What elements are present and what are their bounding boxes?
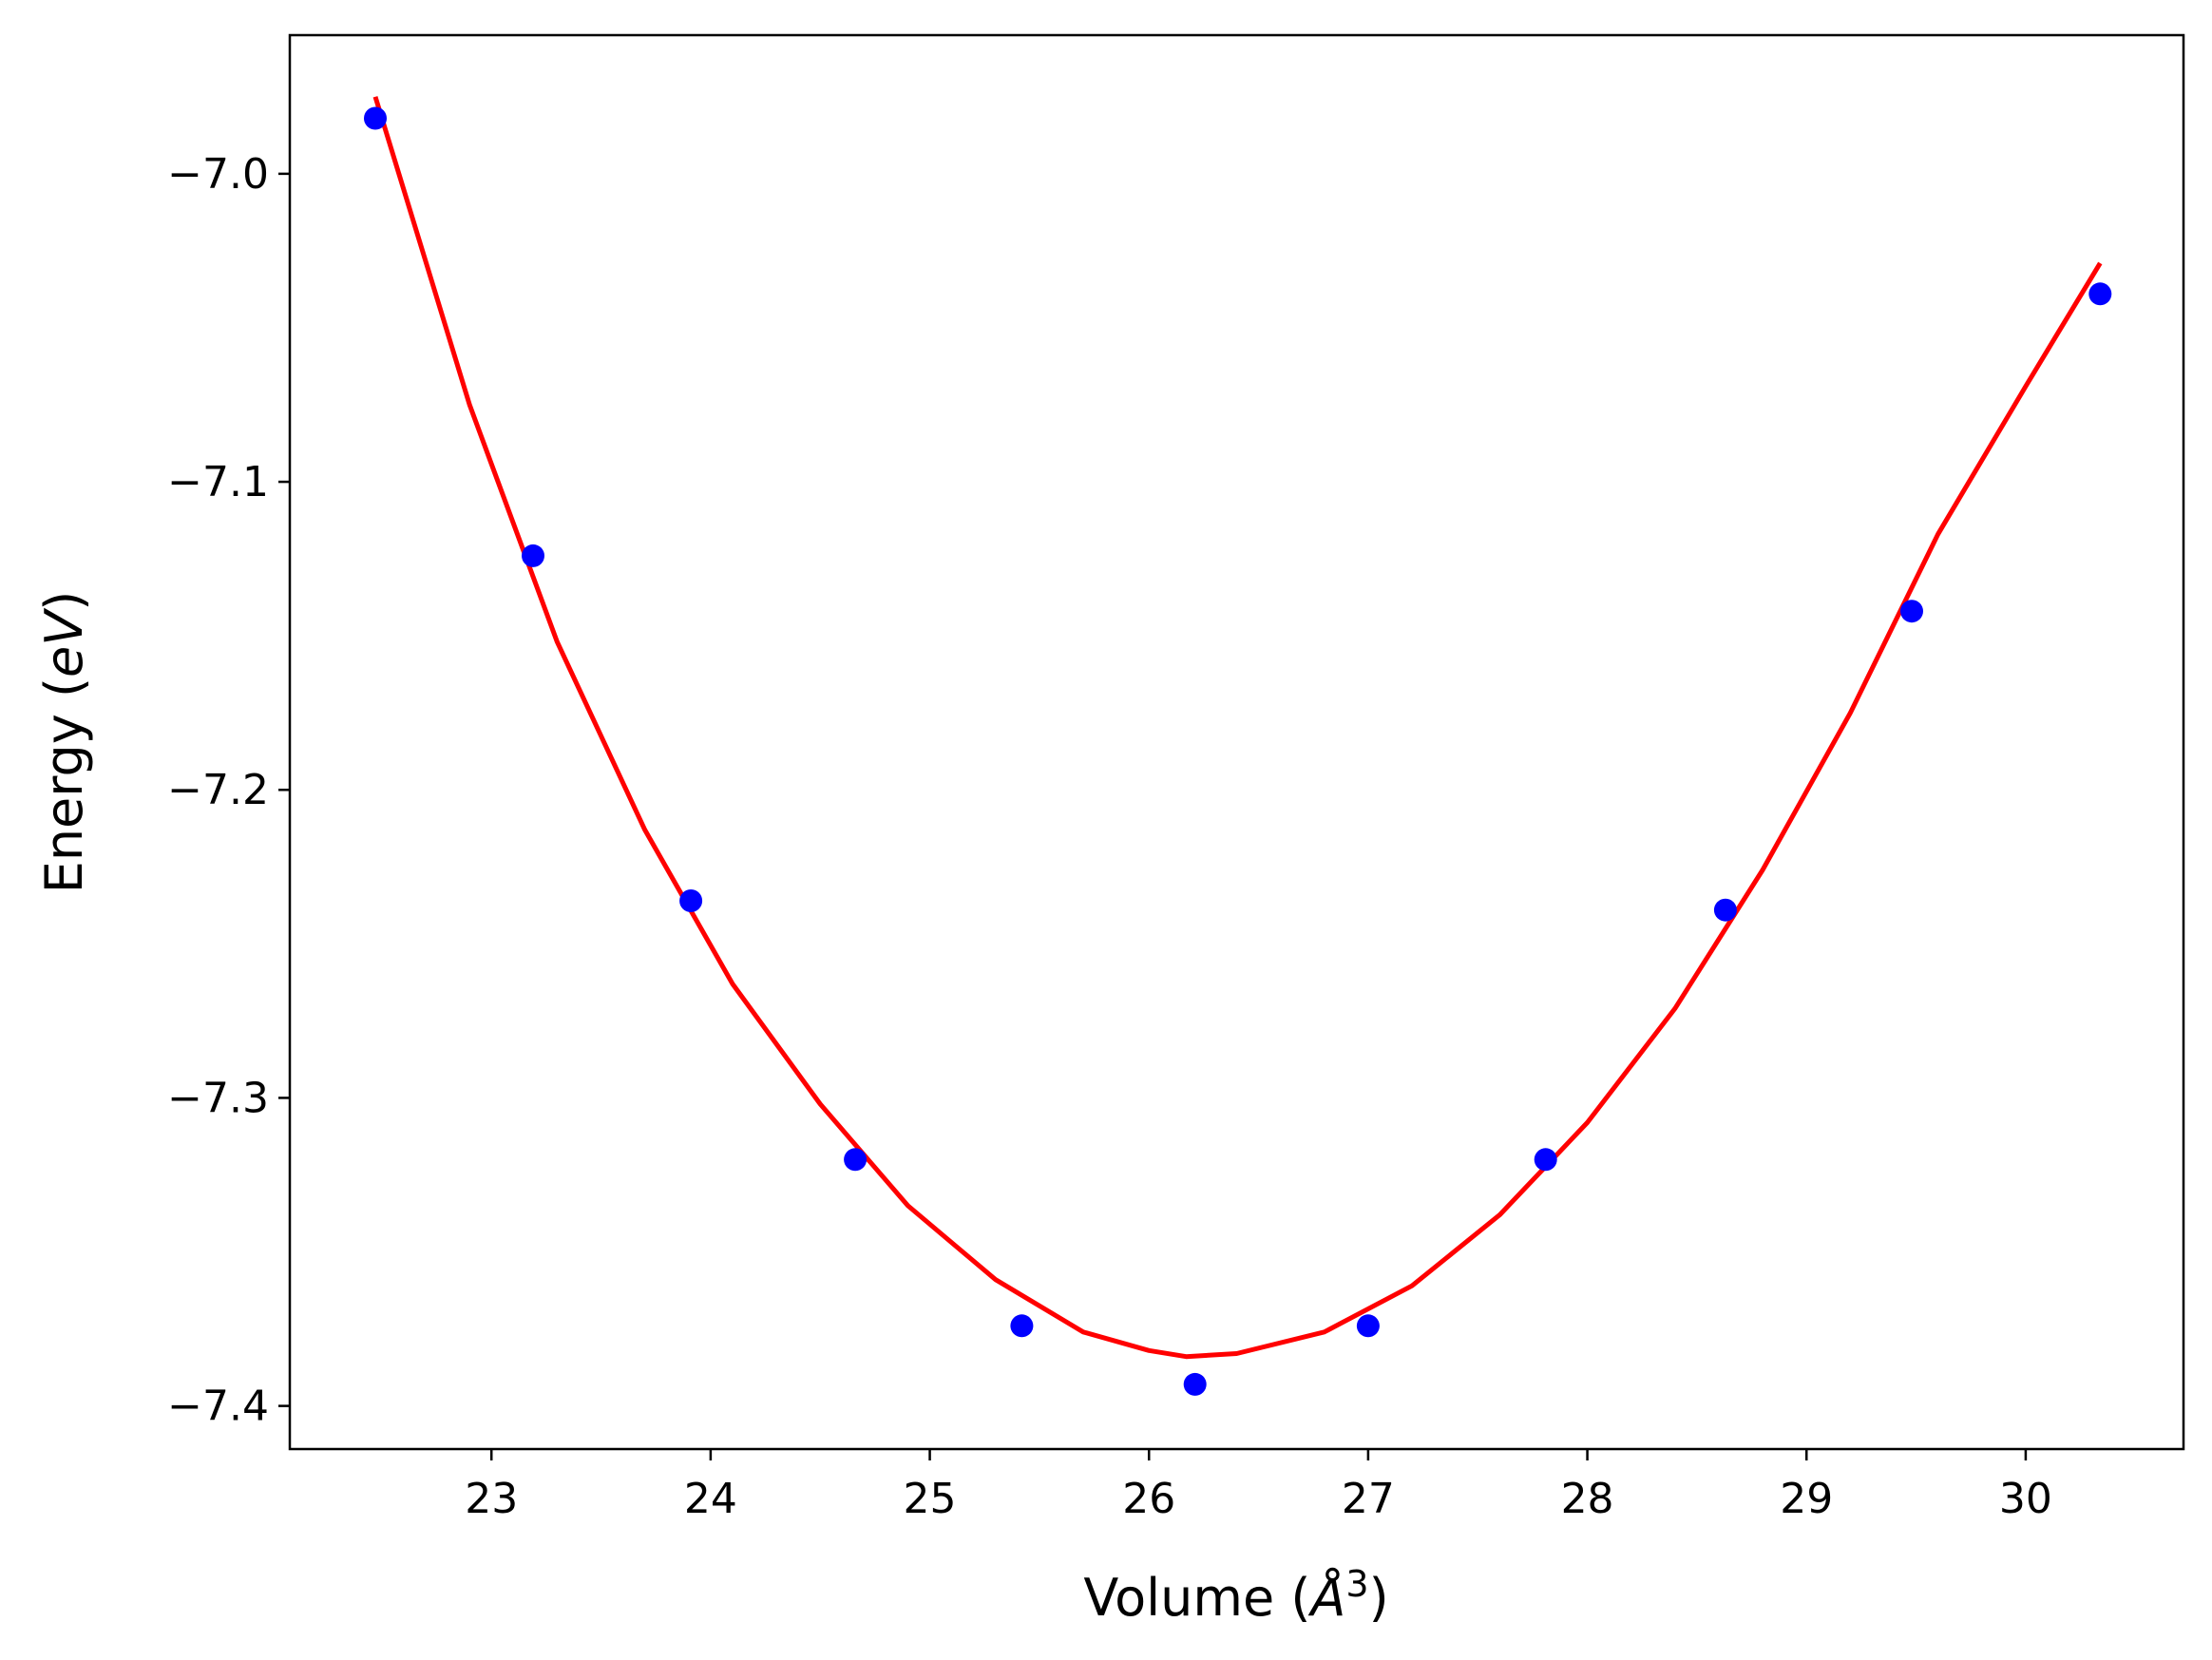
y-tick-label: −7.2	[167, 766, 269, 814]
data-point	[1900, 600, 1923, 623]
x-tick-label: 29	[1780, 1475, 1833, 1523]
y-tick-label: −7.1	[167, 458, 269, 506]
x-axis-title-exponent: 3	[1345, 1563, 1368, 1605]
data-point	[2088, 282, 2112, 306]
data-point	[1356, 1314, 1380, 1338]
x-tick-label: 30	[1999, 1475, 2052, 1523]
data-point	[844, 1148, 868, 1172]
x-axis-title-text: Volume	[1083, 1568, 1274, 1628]
x-axis-title: Volume (Å3)	[1083, 1563, 1388, 1628]
x-tick-label: 26	[1122, 1475, 1175, 1523]
y-axis-ticks: −7.0 −7.1 −7.2 −7.3 −7.4	[167, 150, 290, 1431]
data-point	[679, 889, 703, 912]
data-point	[1713, 898, 1737, 922]
y-axis-title-paren-close: )	[34, 591, 94, 611]
fit-curve-line	[372, 96, 2103, 1360]
x-tick-label: 27	[1342, 1475, 1395, 1523]
data-point	[522, 544, 544, 567]
y-axis-title-unit: eV	[34, 607, 94, 677]
x-tick-label: 25	[904, 1475, 957, 1523]
y-axis-title-text: Energy	[34, 714, 94, 893]
x-tick-label: 28	[1561, 1475, 1614, 1523]
x-axis-title-paren-open: (	[1290, 1568, 1310, 1628]
x-axis-title-paren-close: )	[1369, 1568, 1389, 1628]
y-tick-label: −7.3	[167, 1074, 269, 1122]
x-tick-label: 23	[465, 1475, 518, 1523]
data-points-layer	[364, 106, 2112, 1396]
y-tick-label: −7.0	[167, 150, 269, 199]
y-axis-title: Energy (eV)	[34, 591, 94, 894]
y-axis-title-paren-open: (	[34, 677, 94, 697]
data-point	[1010, 1314, 1034, 1338]
y-tick-label: −7.4	[167, 1383, 269, 1431]
data-point	[1183, 1372, 1207, 1396]
x-axis-title-symbol: Å	[1307, 1567, 1345, 1628]
x-axis-ticks: 23 24 25 26 27 28 29 30	[465, 1449, 2052, 1523]
x-tick-label: 24	[684, 1475, 737, 1523]
data-point	[1534, 1148, 1557, 1172]
plot-frame	[288, 33, 2185, 1451]
fit-curve-layer	[372, 96, 2103, 1360]
data-point	[364, 106, 387, 130]
